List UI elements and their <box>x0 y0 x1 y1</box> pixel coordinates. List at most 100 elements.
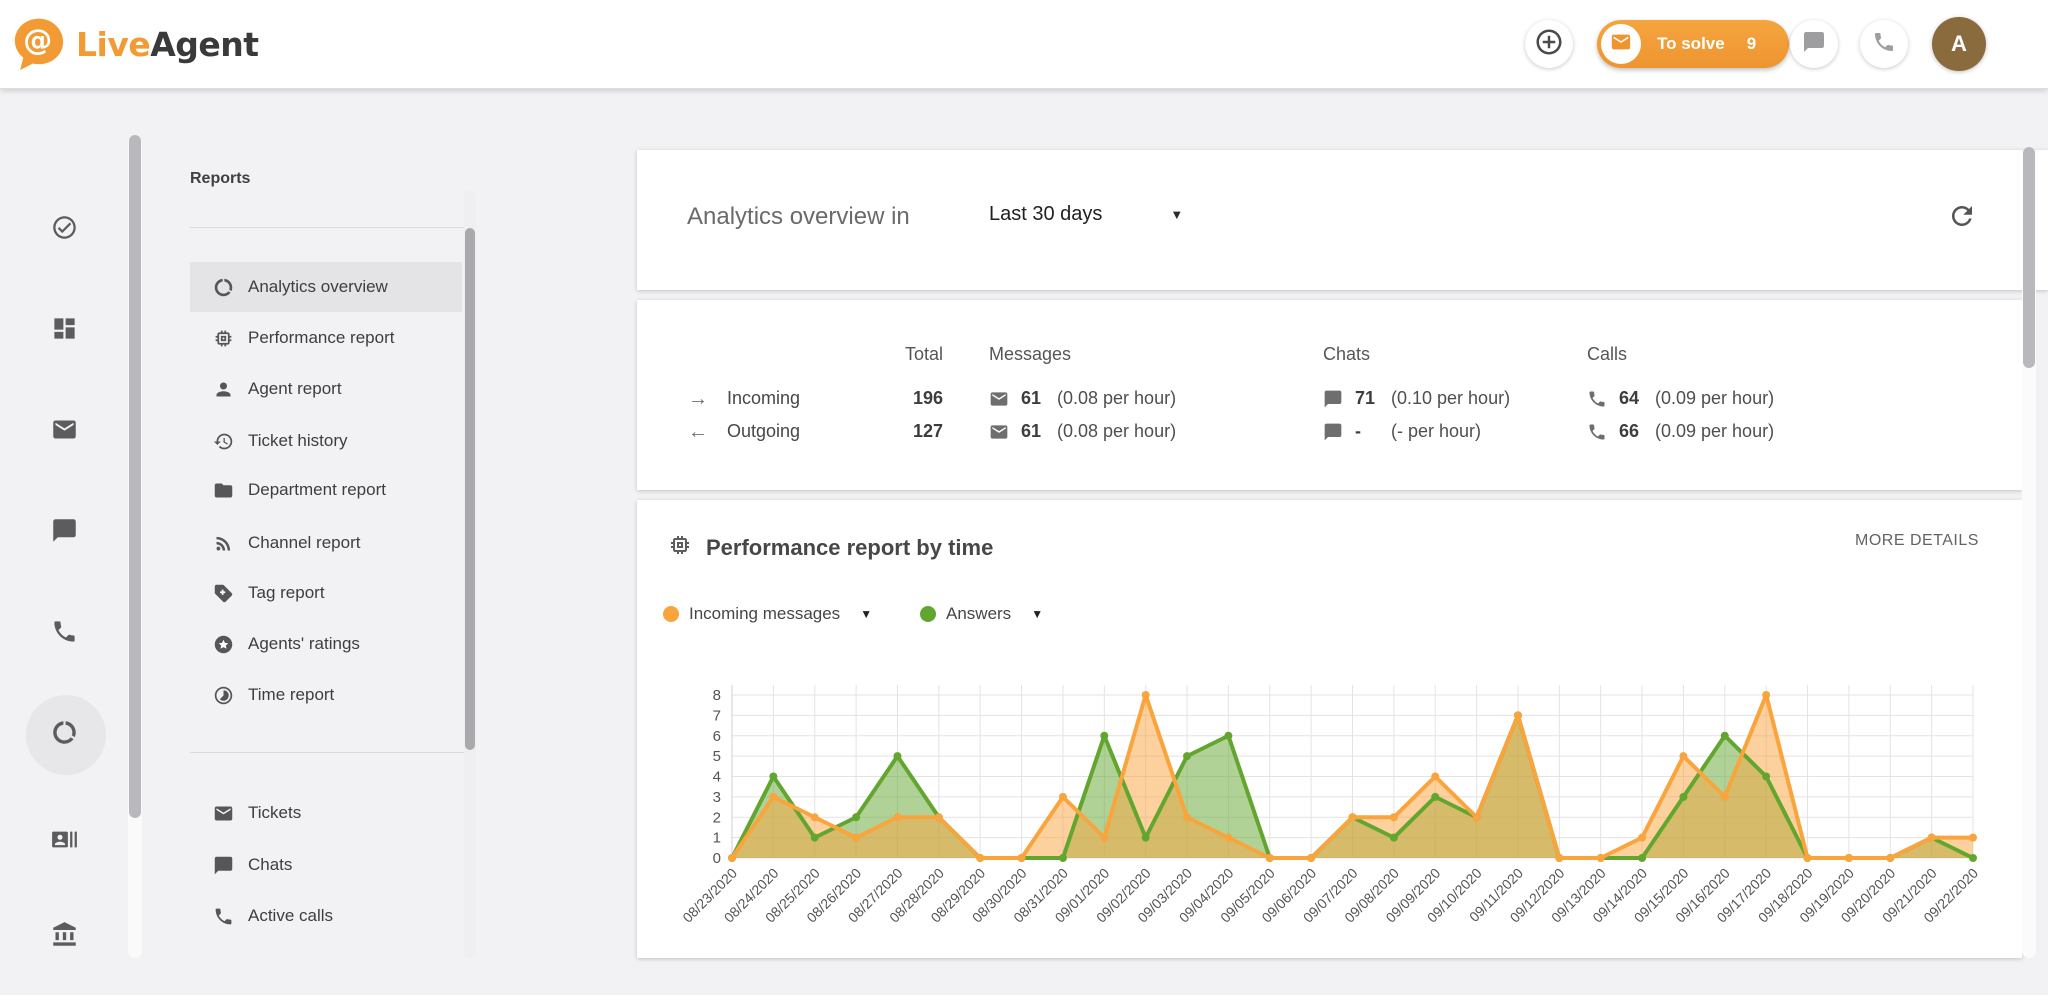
add-button[interactable] <box>1525 20 1573 68</box>
contact-card-icon <box>51 826 78 858</box>
menu-item-ticket-history[interactable]: Ticket history <box>190 416 462 466</box>
reports-panel-title: Reports <box>190 170 251 187</box>
phone-icon <box>1587 389 1607 409</box>
menu-item-label: Tag report <box>248 583 325 602</box>
rail-item-bank[interactable] <box>0 909 128 965</box>
menu-item-analytics-overview[interactable]: Analytics overview <box>190 262 462 312</box>
rail-item-check-circle[interactable] <box>0 202 128 258</box>
phone-icon <box>51 618 78 650</box>
stats-header-calls: Calls <box>1587 344 1628 364</box>
liveagent-logo[interactable]: @ LiveAgent <box>10 14 259 74</box>
rail-item-donut[interactable] <box>0 707 128 763</box>
date-range-value: Last 30 days <box>989 203 1103 225</box>
star-circle-icon <box>210 634 236 655</box>
menu-item-department-report[interactable]: Department report <box>190 465 462 515</box>
stats-row-label: Outgoing <box>727 421 801 441</box>
performance-by-time-chart: 01234567808/23/202008/24/202008/25/20200… <box>679 685 1981 926</box>
memory-icon <box>668 533 692 562</box>
to-solve-badge <box>1601 24 1641 64</box>
refresh-button[interactable] <box>1942 198 1982 238</box>
stats-calls-value: 66 <box>1619 421 1640 441</box>
stats-total-value: 196 <box>912 388 943 408</box>
legend-incoming-messages[interactable]: Incoming messages ▼ <box>663 604 872 624</box>
incoming-messages-dot-icon <box>663 606 679 622</box>
chats-topbar-button[interactable] <box>1790 20 1838 68</box>
stats-messages-group: 61 (0.08 per hour) <box>989 388 1176 409</box>
svg-text:1: 1 <box>713 830 721 847</box>
history-icon <box>210 431 236 452</box>
rail-item-mail[interactable] <box>0 404 128 460</box>
to-solve-label: To solve <box>1657 34 1725 53</box>
stats-chats-value: 71 <box>1355 388 1376 408</box>
stats-total-value: 127 <box>912 421 943 441</box>
menu-item-channel-report[interactable]: Channel report <box>190 518 462 568</box>
rail-item-dashboard[interactable] <box>0 303 128 359</box>
date-range-select[interactable]: Last 30 days ▼ <box>989 203 1183 226</box>
svg-text:8: 8 <box>713 687 721 704</box>
menu-item-active-calls[interactable]: Active calls <box>190 891 462 941</box>
plus-circle-icon <box>1534 27 1564 62</box>
chat-icon <box>1323 422 1343 442</box>
mail-icon <box>1610 31 1632 58</box>
menu-item-label: Agent report <box>248 379 342 398</box>
stats-row-incoming: → Incoming 196 61 (0.08 per hour) 71 (0.10 per… <box>637 388 2022 418</box>
menu-item-label: Department report <box>248 480 386 499</box>
menu-item-chats[interactable]: Chats <box>190 840 462 890</box>
performance-report-title: Performance report by time <box>706 534 994 560</box>
main-scrollbar-thumb[interactable] <box>2023 147 2035 368</box>
chat-icon <box>210 855 236 876</box>
stats-calls-value: 64 <box>1619 388 1640 408</box>
menu-item-tag-report[interactable]: Tag report <box>190 568 462 618</box>
stats-chats-group: 71 (0.10 per hour) <box>1323 388 1510 409</box>
menu-item-tickets[interactable]: Tickets <box>190 788 462 838</box>
menu-item-agents-ratings[interactable]: Agents' ratings <box>190 619 462 669</box>
menu-divider <box>190 227 470 228</box>
person-icon <box>210 379 236 400</box>
rail-scrollbar-thumb[interactable] <box>129 135 141 818</box>
legend-answers[interactable]: Answers ▼ <box>920 604 1043 624</box>
menu-item-label: Chats <box>248 855 293 874</box>
page-title: Analytics overview in <box>687 203 910 230</box>
menu-item-time-report[interactable]: Time report <box>190 670 462 720</box>
more-details-link[interactable]: MORE DETAILS <box>1855 532 1979 549</box>
svg-text:3: 3 <box>713 789 721 806</box>
menu-item-agent-report[interactable]: Agent report <box>190 364 462 414</box>
totals-card: Total Messages Chats Calls → Incoming 196 6… <box>637 300 2022 490</box>
svg-text:2: 2 <box>713 809 721 826</box>
legend-incoming-label: Incoming messages <box>689 604 841 623</box>
rail-item-chat[interactable] <box>0 505 128 561</box>
analytics-header-card: Analytics overview in Last 30 days ▼ <box>637 150 2048 290</box>
mail-icon <box>989 422 1009 442</box>
svg-text:6: 6 <box>713 728 721 745</box>
stats-header-total: Total <box>904 344 943 364</box>
to-solve-button[interactable]: To solve 9 <box>1597 20 1789 68</box>
rail-item-contact-card[interactable] <box>0 814 128 870</box>
time-half-icon <box>210 685 236 706</box>
stats-header-chats: Chats <box>1323 344 1371 364</box>
svg-text:7: 7 <box>713 707 721 724</box>
logo-bubble-icon: @ <box>14 18 64 70</box>
refresh-icon <box>1947 201 1977 236</box>
stats-messages-rate: (0.08 per hour) <box>1057 421 1177 441</box>
menu-scrollbar-thumb[interactable] <box>465 228 475 750</box>
calls-topbar-button[interactable] <box>1860 20 1908 68</box>
stats-calls-rate: (0.09 per hour) <box>1655 388 1775 408</box>
phone-icon <box>1587 422 1607 442</box>
menu-item-label: Ticket history <box>248 431 348 450</box>
stats-row-label: Incoming <box>727 388 801 408</box>
check-circle-icon <box>51 214 78 246</box>
menu-item-performance-report[interactable]: Performance report <box>190 313 462 363</box>
stats-messages-group: 61 (0.08 per hour) <box>989 421 1176 442</box>
menu-item-label: Active calls <box>248 906 334 925</box>
avatar[interactable]: A <box>1932 17 1986 71</box>
menu-item-label: Tickets <box>248 803 302 822</box>
menu-item-label: Channel report <box>248 533 361 552</box>
arrow-left-icon: ← <box>688 421 708 443</box>
chevron-down-icon: ▼ <box>860 607 873 621</box>
rail-item-phone[interactable] <box>0 606 128 662</box>
memory-icon <box>210 328 236 349</box>
stats-calls-group: 64 (0.09 per hour) <box>1587 388 1774 409</box>
svg-text:0: 0 <box>713 850 721 867</box>
stats-row-outgoing: ← Outgoing 127 61 (0.08 per hour) - (- per hou… <box>637 421 2022 451</box>
